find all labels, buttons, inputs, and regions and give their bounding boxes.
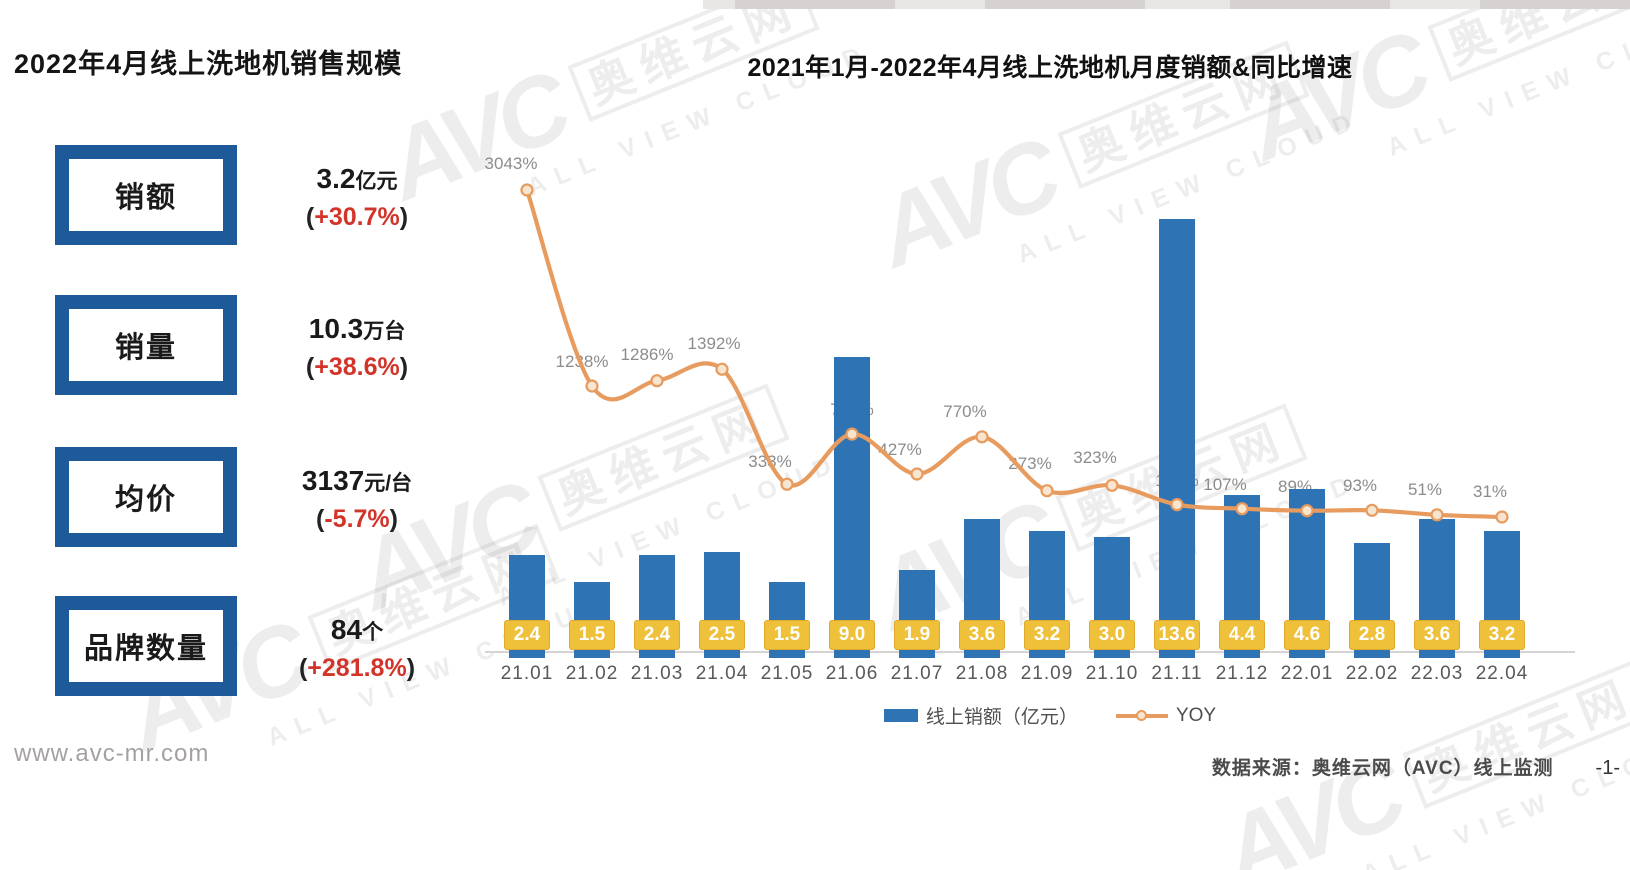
left-panel-title: 2022年4月线上洗地机销售规模 [14, 49, 403, 79]
sales-bar [1159, 219, 1195, 658]
bar-value-chip: 1.5 [569, 620, 615, 650]
x-axis-label: 21.02 [565, 663, 619, 684]
website-url: www.avc-mr.com [14, 740, 210, 767]
bar-value-chip: 2.5 [699, 620, 745, 650]
metric-label: 销额 [114, 182, 177, 214]
legend-item-line: YOY [1115, 704, 1217, 727]
metric-value: 3.2亿元 [316, 163, 398, 194]
metric-box: 销量 [55, 295, 237, 395]
legend-bar-swatch-icon [883, 709, 918, 722]
metric-box: 销额 [55, 145, 237, 245]
yoy-data-label: 31% [1472, 482, 1508, 501]
metric-value-block: 3137元/台 (-5.7%) [252, 467, 462, 532]
watermark-logo-icon: AVC [860, 117, 1071, 288]
x-axis-label: 21.11 [1151, 663, 1203, 684]
footer-right: 数据来源：奥维云网（AVC）线上监测 -1- [1212, 753, 1620, 780]
bar-value-chip: 4.4 [1219, 620, 1265, 650]
legend-line-label: YOY [1175, 704, 1217, 726]
x-axis-label: 22.01 [1280, 663, 1334, 684]
top-strip-segment [985, 0, 1145, 9]
x-axis-label: 21.03 [630, 663, 684, 684]
x-axis-label: 21.08 [955, 663, 1009, 684]
bar-value-chip: 3.6 [959, 620, 1005, 650]
top-strip [703, 0, 1630, 9]
top-strip-segment [1480, 0, 1630, 9]
bar-value-chip: 3.2 [1479, 620, 1525, 650]
yoy-marker [650, 374, 664, 388]
yoy-marker [780, 477, 794, 491]
yoy-marker [1105, 478, 1119, 492]
metric-change: (+30.7%) [305, 203, 409, 231]
x-axis-label: 21.04 [695, 663, 749, 684]
x-axis-label: 21.05 [760, 663, 814, 684]
bar-value-chip: 4.6 [1284, 620, 1330, 650]
legend-item-bar: 线上销额（亿元） [883, 702, 1078, 729]
metric-label: 品牌数量 [83, 633, 208, 665]
x-axis-label: 22.03 [1410, 663, 1464, 684]
x-axis-label: 21.12 [1215, 663, 1269, 684]
yoy-data-label: 3043% [484, 153, 538, 173]
metric-label: 均价 [114, 484, 177, 516]
metric-label: 销量 [114, 332, 177, 364]
x-axis-label: 21.01 [500, 663, 554, 684]
data-source-text: 数据来源：奥维云网（AVC）线上监测 [1211, 758, 1554, 779]
yoy-data-label: 770% [943, 401, 987, 421]
yoy-data-label: 427% [878, 440, 922, 459]
page-number: -1- [1595, 757, 1620, 779]
metric-change: (-5.7%) [316, 505, 398, 533]
metric-value: 10.3万台 [308, 313, 406, 344]
yoy-marker [1040, 484, 1054, 498]
x-axis-label: 21.09 [1020, 663, 1074, 684]
bar-value-chip: 2.4 [634, 620, 680, 650]
yoy-marker [585, 379, 599, 393]
metric-value: 3137元/台 [301, 465, 413, 496]
yoy-marker [910, 467, 924, 481]
chart-legend: 线上销额（亿元） YOY [470, 702, 1630, 729]
x-axis-label: 22.02 [1345, 663, 1399, 684]
bar-value-chip: 3.0 [1089, 620, 1135, 650]
metric-box: 均价 [55, 447, 237, 547]
top-strip-segment [1230, 0, 1390, 9]
watermark-logo-icon: AVC [1230, 10, 1441, 181]
metric-value-block: 84个 (+281.8%) [252, 616, 462, 681]
metric-change: (+281.8%) [298, 654, 416, 682]
bar-value-chip: 3.2 [1024, 620, 1070, 650]
legend-bar-label: 线上销额（亿元） [925, 707, 1078, 728]
x-axis-label: 21.06 [825, 663, 879, 684]
yoy-data-label: 1392% [687, 334, 741, 354]
bar-value-chip: 2.4 [504, 620, 550, 650]
x-axis-label: 21.10 [1085, 663, 1139, 684]
metric-value-block: 10.3万台 (+38.6%) [252, 315, 462, 380]
bar-value-chip: 9.0 [829, 620, 875, 650]
chart-title: 2021年1月-2022年4月线上洗地机月度销额&同比增速 [747, 54, 1353, 82]
bar-value-chip: 1.5 [764, 620, 810, 650]
yoy-marker [715, 362, 729, 376]
metric-value: 84个 [330, 614, 384, 645]
metric-change: (+38.6%) [305, 353, 409, 381]
yoy-data-label: 323% [1073, 448, 1117, 468]
bar-value-chip: 2.8 [1349, 620, 1395, 650]
x-axis-label: 22.04 [1475, 663, 1529, 684]
yoy-marker [520, 183, 534, 197]
top-strip-segment [735, 0, 895, 9]
sales-bar [834, 357, 870, 658]
bar-value-chip: 13.6 [1154, 620, 1200, 650]
x-axis-label: 21.07 [890, 663, 944, 684]
metric-value-block: 3.2亿元 (+30.7%) [252, 165, 462, 230]
metric-box: 品牌数量 [55, 596, 237, 696]
bar-value-chip: 3.6 [1414, 620, 1460, 650]
bar-value-chip: 1.9 [894, 620, 940, 650]
yoy-marker [1495, 510, 1509, 524]
yoy-marker [975, 430, 989, 444]
watermark-sub-text: ALL VIEW CLOUD [1358, 724, 1630, 870]
legend-line-swatch-icon [1115, 709, 1168, 722]
yoy-data-label: 333% [748, 452, 792, 472]
yoy-marker [1365, 503, 1379, 517]
